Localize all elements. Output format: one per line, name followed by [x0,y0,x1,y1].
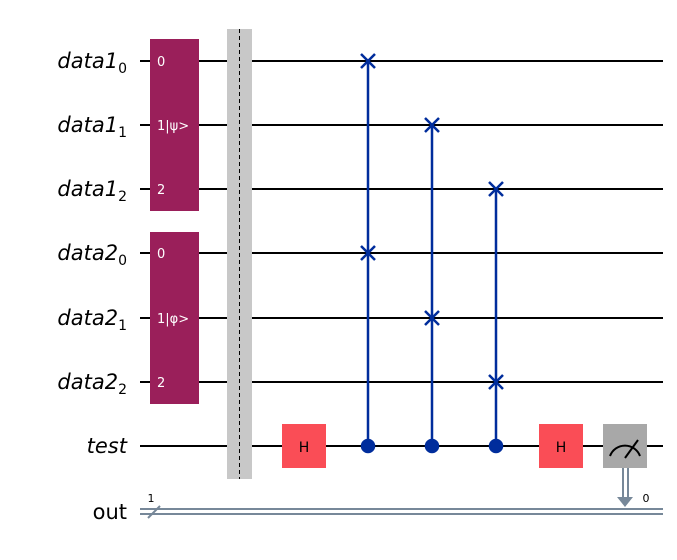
gate-label: 2 [157,183,165,198]
wires [140,60,663,447]
gate-label: 0 [157,247,165,262]
wire-label: data22 [57,370,127,398]
wire-label: data10 [57,49,127,77]
cswap [488,181,504,454]
gate-label: 1|φ> [157,312,189,327]
wire-label: data20 [57,241,127,269]
init-gate [150,39,199,211]
cswap [360,53,376,454]
gate-label: 0 [157,55,165,70]
gate-label: 1|ψ> [157,119,189,134]
gate-label: H [299,440,310,456]
measure [603,424,647,507]
wire-label: data12 [57,177,127,205]
classical-wire [140,505,663,519]
init-gate [150,232,199,404]
wire-label: data21 [57,306,127,334]
cswap [424,117,440,454]
wire-label: test [87,434,128,458]
h-gate [539,424,583,468]
h-gate [282,424,326,468]
gate-label: 2 [157,376,165,391]
gate-label: H [556,440,567,456]
wire-label: data11 [57,113,127,141]
wire-label: out [93,500,127,524]
classical-size: 1 [148,492,155,505]
measure-bit: 0 [643,492,650,505]
